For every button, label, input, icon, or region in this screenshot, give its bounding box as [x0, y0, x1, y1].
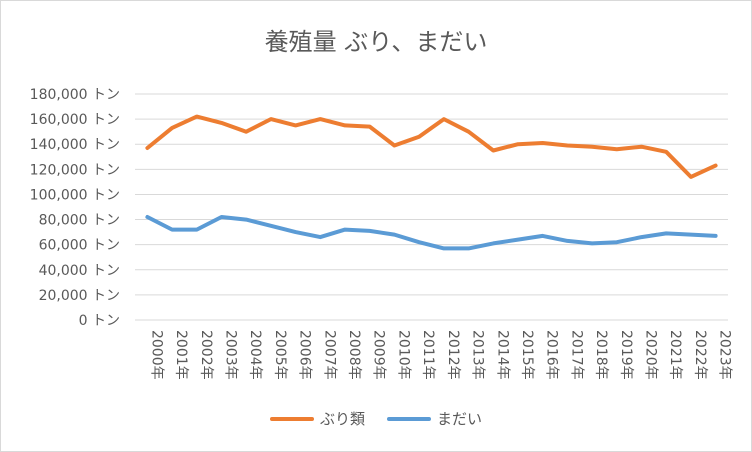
legend-item-madai: まだい	[387, 408, 482, 429]
y-tick-label: 60,000 トン	[39, 238, 120, 254]
x-tick-label: 2006年	[297, 330, 313, 380]
x-axis-tick-labels: 2000年 2001年 2002年 2003年 2004年 2005年 2006年 2007年…	[148, 330, 732, 380]
x-tick-label: 2012年	[445, 330, 461, 380]
legend-label-madai: まだい	[437, 410, 483, 428]
chart-title: 養殖量 ぶり、まだい	[264, 28, 488, 56]
series-line-madai	[145, 215, 718, 251]
gridlines	[135, 93, 728, 321]
x-tick-label: 2022年	[692, 330, 708, 380]
x-tick-label: 2016年	[544, 330, 560, 380]
x-tick-label: 2000年	[148, 330, 164, 380]
legend: ぶり類 まだい	[0, 408, 752, 429]
x-tick-label: 2010年	[395, 330, 411, 380]
x-tick-label: 2005年	[272, 330, 288, 380]
x-tick-label: 2014年	[494, 330, 510, 380]
x-tick-label: 2013年	[470, 330, 486, 380]
x-tick-label: 2018年	[593, 330, 609, 380]
x-tick-label: 2023年	[717, 330, 733, 380]
y-tick-label: 0 トン	[79, 313, 120, 329]
y-tick-label: 120,000 トン	[30, 162, 120, 178]
y-tick-label: 140,000 トン	[30, 137, 120, 153]
x-tick-label: 2003年	[222, 330, 238, 380]
y-tick-label: 180,000 トン	[30, 87, 120, 103]
y-tick-label: 80,000 トン	[39, 213, 120, 229]
x-tick-label: 2007年	[321, 330, 337, 380]
x-tick-label: 2002年	[198, 330, 214, 380]
x-tick-label: 2009年	[371, 330, 387, 380]
series-lines	[145, 114, 718, 251]
legend-swatch-madai	[387, 416, 431, 421]
y-tick-label: 160,000 トン	[30, 112, 120, 128]
legend-swatch-buri	[269, 416, 314, 421]
x-tick-label: 2004年	[247, 330, 263, 380]
legend-item-buri: ぶり類	[269, 408, 365, 429]
legend-label-buri: ぶり類	[319, 410, 365, 428]
x-tick-label: 2017年	[568, 330, 584, 380]
x-tick-label: 2021年	[667, 330, 683, 380]
y-tick-label: 100,000 トン	[30, 187, 120, 203]
y-tick-label: 20,000 トン	[39, 288, 120, 304]
x-tick-label: 2001年	[173, 330, 189, 380]
y-tick-label: 40,000 トン	[39, 263, 120, 279]
x-tick-label: 2020年	[643, 330, 659, 380]
x-tick-label: 2011年	[420, 330, 436, 380]
x-tick-label: 2008年	[346, 330, 362, 380]
y-axis-tick-labels: 0 トン 20,000 トン 40,000 トン 60,000 トン 80,000 トン…	[30, 87, 120, 329]
series-line-buri	[145, 114, 718, 179]
x-tick-label: 2019年	[618, 330, 634, 380]
x-tick-label: 2015年	[519, 330, 535, 380]
